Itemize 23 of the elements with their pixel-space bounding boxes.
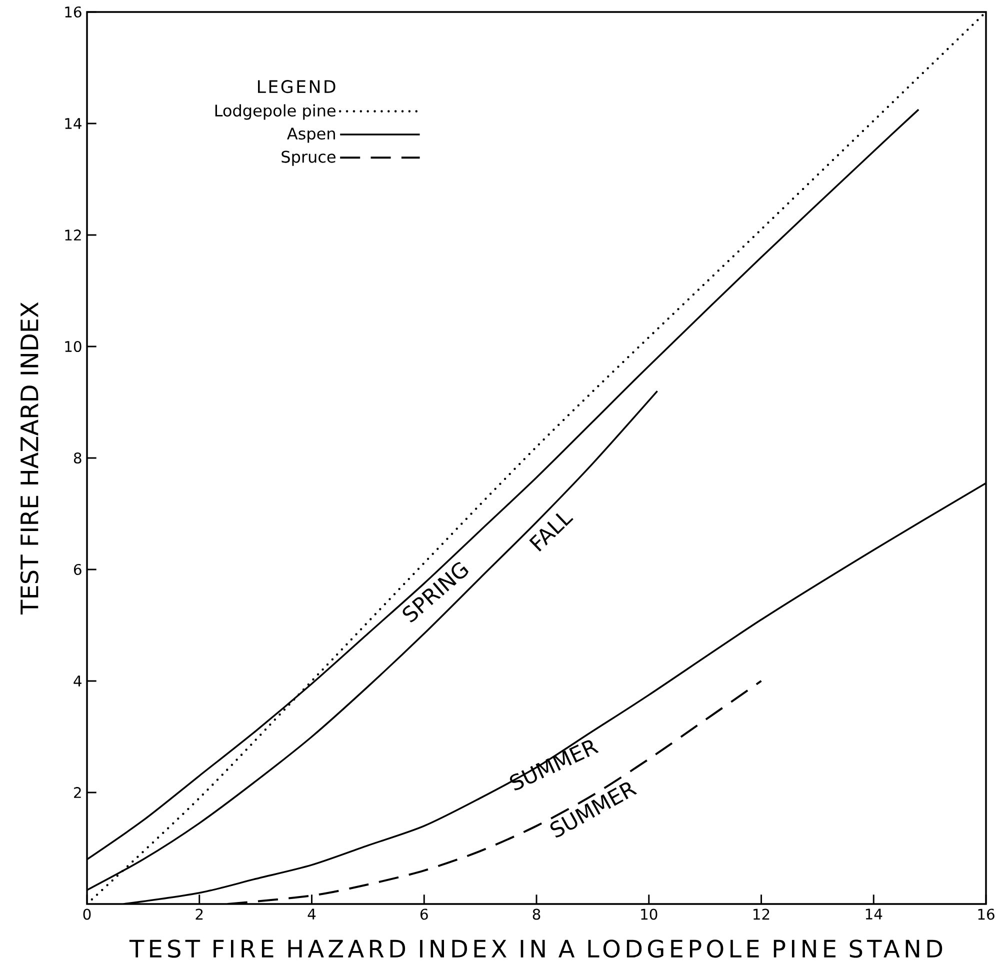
x-tick-label: 14 bbox=[866, 908, 882, 920]
y-tick-label: 12 bbox=[65, 230, 81, 240]
x-tick-label: 2 bbox=[196, 908, 203, 920]
y-tick-label: 2 bbox=[74, 787, 81, 798]
x-tick-label: 12 bbox=[754, 908, 770, 920]
legend-label: Spruce bbox=[282, 150, 336, 166]
x-tick-label: 4 bbox=[308, 908, 316, 920]
legend-title: LEGEND bbox=[258, 80, 336, 94]
y-tick-label: 16 bbox=[65, 6, 82, 18]
y-tick-label: 4 bbox=[74, 676, 82, 686]
y-axis-title: TEST FIRE HAZARD INDEX bbox=[20, 302, 38, 615]
x-tick-label: 0 bbox=[83, 908, 91, 920]
x-tick-label: 6 bbox=[420, 908, 428, 920]
x-tick-label: 10 bbox=[641, 908, 658, 920]
x-tick-label: 8 bbox=[532, 908, 540, 920]
x-axis-title: TEST FIRE HAZARD INDEX IN A LODGEPOLE PINE STAND bbox=[129, 940, 942, 958]
legend-label: Lodgepole pine bbox=[215, 104, 336, 120]
y-tick-label: 8 bbox=[74, 452, 82, 464]
legend-label: Aspen bbox=[287, 128, 335, 143]
x-tick-label: 16 bbox=[978, 908, 994, 920]
y-tick-label: 14 bbox=[65, 118, 82, 129]
y-tick-label: 10 bbox=[65, 340, 82, 352]
y-tick-label: 6 bbox=[74, 564, 82, 576]
